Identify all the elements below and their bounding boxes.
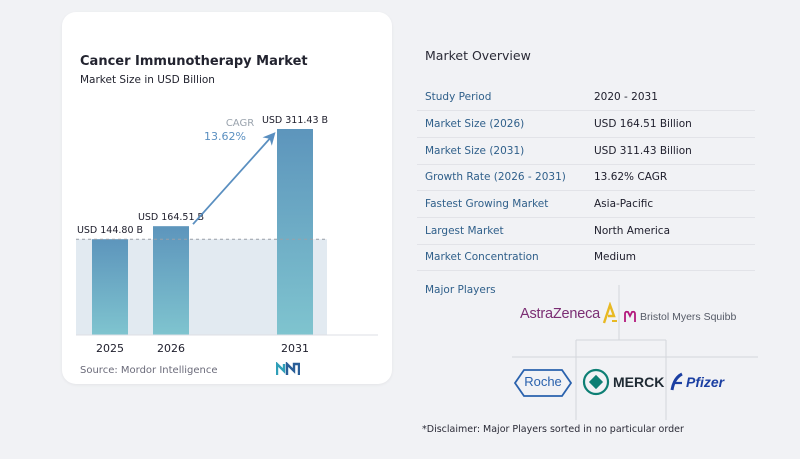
cagr-arrow bbox=[192, 132, 276, 225]
bar-2031 bbox=[277, 129, 313, 335]
overview-key: Growth Rate (2026 - 2031) bbox=[417, 164, 594, 192]
overview-value: North America bbox=[594, 217, 755, 245]
logo-astrazeneca: AstraZeneca bbox=[520, 302, 619, 326]
overview-table: Study Period 2020 - 2031 Market Size (2026… bbox=[417, 84, 755, 272]
astrazeneca-name: AstraZeneca bbox=[520, 306, 601, 322]
x-tick-label: 2025 bbox=[96, 342, 124, 355]
overview-key: Market Concentration bbox=[417, 244, 594, 272]
pfizer-symbol-icon bbox=[670, 372, 683, 391]
overview-row: Study Period 2020 - 2031 bbox=[417, 84, 755, 112]
overview-row: Market Size (2031) USD 311.43 Billion bbox=[417, 137, 755, 165]
players-grid bbox=[512, 285, 758, 420]
chart-title: Cancer Immunotherapy Market bbox=[80, 54, 308, 69]
overview-value: 2020 - 2031 bbox=[594, 84, 755, 112]
players-title: Major Players bbox=[425, 284, 496, 296]
x-tick-label: 2031 bbox=[281, 342, 309, 355]
pfizer-name: Pfizer bbox=[686, 374, 725, 390]
astrazeneca-symbol-icon bbox=[602, 302, 618, 324]
overview-row: Growth Rate (2026 - 2031) 13.62% CAGR bbox=[417, 164, 755, 192]
cagr-label: CAGR bbox=[226, 118, 254, 129]
chart-card: USD 144.80 B 2025 USD 164.51 B 2026 USD 311.… bbox=[62, 12, 392, 384]
bar-value-label: USD 311.43 B bbox=[262, 115, 328, 126]
merck-symbol-icon bbox=[582, 368, 610, 396]
bar-2025 bbox=[92, 239, 128, 335]
disclaimer: *Disclaimer: Major Players sorted in no … bbox=[422, 424, 684, 435]
merck-name: MERCK bbox=[613, 374, 665, 390]
overview-row: Fastest Growing Market Asia-Pacific bbox=[417, 190, 755, 218]
bar-chart: USD 144.80 B 2025 USD 164.51 B 2026 USD 311.… bbox=[76, 115, 378, 355]
bms-symbol-icon bbox=[624, 310, 636, 322]
overview-key: Market Size (2026) bbox=[417, 110, 594, 138]
roche-name: Roche bbox=[524, 374, 562, 389]
logo-pfizer: Pfizer bbox=[670, 370, 724, 394]
logo-roche: Roche bbox=[514, 369, 572, 397]
overview-key: Largest Market bbox=[417, 217, 594, 245]
logo-bms: Bristol Myers Squibb bbox=[623, 310, 736, 324]
overview-row: Market Size (2026) USD 164.51 Billion bbox=[417, 110, 755, 138]
mordor-logo-icon bbox=[276, 362, 300, 375]
roche-hexagon-icon bbox=[514, 369, 572, 397]
cagr-value: 13.62% bbox=[204, 130, 246, 143]
logo-merck: MERCK bbox=[582, 368, 664, 396]
bar-2026 bbox=[153, 226, 189, 335]
chart-subtitle: Market Size in USD Billion bbox=[80, 74, 215, 86]
overview-value: Medium bbox=[594, 244, 755, 272]
overview-key: Study Period bbox=[417, 84, 594, 112]
overview-key: Fastest Growing Market bbox=[417, 190, 594, 218]
bar-value-label: USD 144.80 B bbox=[77, 225, 143, 236]
overview-row: Largest Market North America bbox=[417, 217, 755, 245]
overview-row: Market Concentration Medium bbox=[417, 244, 755, 272]
overview-value: USD 311.43 Billion bbox=[594, 137, 755, 165]
overview-title: Market Overview bbox=[425, 48, 531, 63]
overview-key: Market Size (2031) bbox=[417, 137, 594, 165]
overview-value: Asia-Pacific bbox=[594, 190, 755, 218]
bar-value-label: USD 164.51 B bbox=[138, 212, 204, 223]
overview-value: 13.62% CAGR bbox=[594, 164, 755, 192]
bms-name: Bristol Myers Squibb bbox=[640, 311, 737, 323]
source-note: Source: Mordor Intelligence bbox=[80, 365, 218, 376]
x-tick-label: 2026 bbox=[157, 342, 185, 355]
overview-value: USD 164.51 Billion bbox=[594, 110, 755, 138]
